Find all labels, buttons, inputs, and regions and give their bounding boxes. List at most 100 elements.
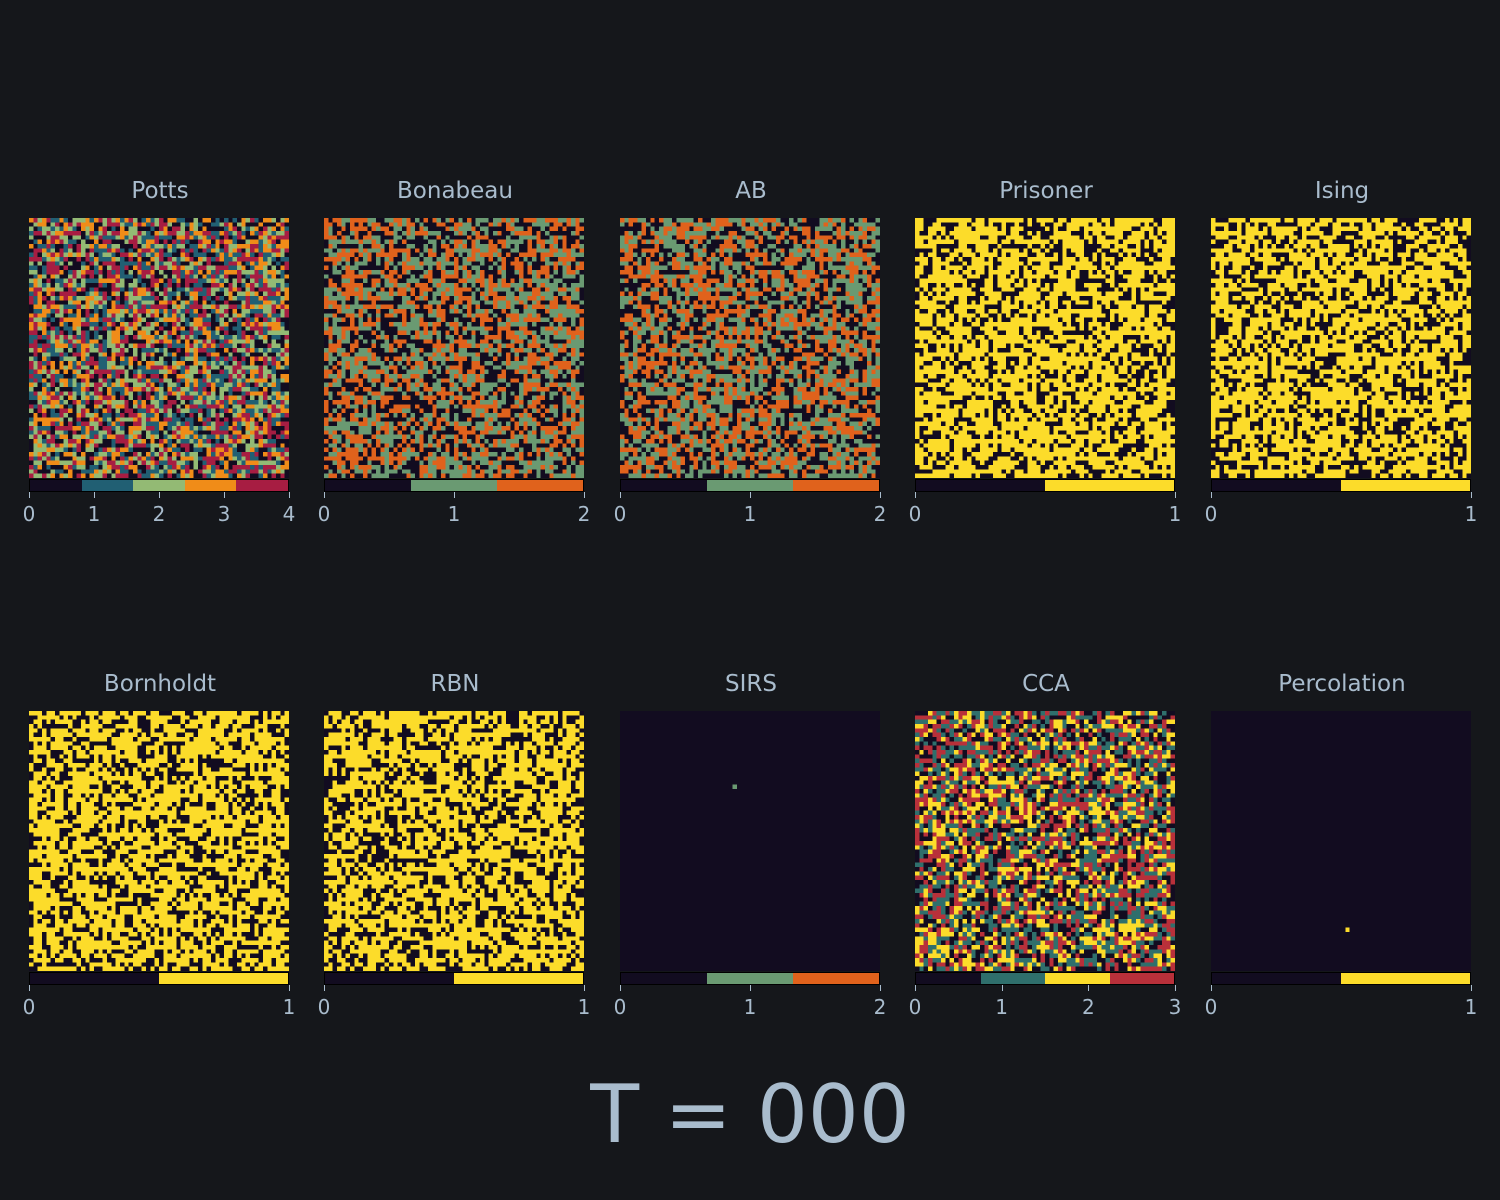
tick-mark [29, 492, 30, 498]
panel-title: Bornholdt [103, 671, 217, 697]
colorbar-segment-2 [793, 973, 879, 984]
tick-mark [620, 492, 621, 498]
state-grid [915, 218, 1175, 478]
colorbar-segment-1 [1341, 973, 1470, 984]
tick-label: 0 [1204, 995, 1218, 1019]
colorbar-segment-1 [411, 480, 497, 491]
colorbar-segment-2 [497, 480, 583, 491]
colorbar [1211, 972, 1471, 985]
colorbar-segment-0 [325, 480, 411, 491]
colorbar-segment-0 [1212, 480, 1341, 491]
tick-mark [1175, 492, 1176, 498]
tick-label: 1 [995, 995, 1009, 1019]
colorbar-ticks: 0 1 2 3 4 [23, 492, 295, 526]
colorbar-segment-2 [1045, 973, 1110, 984]
tick-mark [1088, 985, 1090, 991]
tick-mark [1001, 985, 1003, 991]
tick-mark [1471, 985, 1472, 991]
tick-mark [29, 985, 30, 991]
colorbar [324, 479, 584, 492]
tick-label: 1 [743, 995, 757, 1019]
tick-label: 2 [1081, 995, 1095, 1019]
tick-label: 0 [317, 502, 331, 526]
tick-label: 1 [282, 995, 296, 1019]
colorbar-segment-3 [184, 480, 237, 491]
colorbar [1211, 479, 1471, 492]
panel-title: AB [735, 178, 767, 204]
tick-mark [1211, 492, 1212, 498]
tick-mark [454, 492, 455, 498]
panel-title: CCA [1022, 671, 1070, 697]
tick-mark [880, 492, 881, 498]
state-grid [620, 218, 880, 478]
colorbar-segment-2 [133, 480, 185, 491]
colorbar-segment-1 [980, 973, 1045, 984]
colorbar-segment-0 [325, 973, 454, 984]
state-grid [29, 218, 289, 478]
panel-title: Percolation [1278, 671, 1406, 697]
tick-mark [880, 985, 881, 991]
colorbar [915, 479, 1175, 492]
colorbar-segment-0 [621, 973, 707, 984]
colorbar-segment-1 [1341, 480, 1470, 491]
panel-title: Ising [1314, 178, 1370, 204]
tick-mark [620, 985, 621, 991]
tick-label: 0 [908, 995, 922, 1019]
tick-label: 3 [1168, 995, 1182, 1019]
tick-mark [1211, 985, 1212, 991]
tick-mark [915, 492, 916, 498]
colorbar-segment-1 [454, 973, 583, 984]
colorbar-segment-1 [707, 480, 793, 491]
colorbar-segment-4 [236, 480, 288, 491]
colorbar [29, 479, 289, 492]
colorbar-segment-0 [916, 480, 1045, 491]
tick-mark [324, 985, 325, 991]
state-grid [915, 711, 1175, 971]
colorbar-ticks: 0 1 2 [614, 492, 886, 526]
tick-mark [289, 492, 290, 498]
tick-label: 2 [873, 995, 887, 1019]
tick-mark [1175, 985, 1176, 991]
tick-label: 0 [317, 995, 331, 1019]
tick-label: 1 [1168, 502, 1182, 526]
colorbar-segment-1 [1045, 480, 1174, 491]
colorbar-segment-1 [81, 480, 134, 491]
state-grid [1211, 218, 1471, 478]
tick-mark [915, 985, 916, 991]
colorbar-segment-0 [916, 973, 981, 984]
time-label: T = 000 [590, 1068, 910, 1161]
colorbar-ticks: 0 1 2 [614, 985, 886, 1019]
tick-label: 0 [1204, 502, 1218, 526]
state-grid [620, 711, 880, 971]
state-grid [324, 218, 584, 478]
colorbar-segment-0 [621, 480, 707, 491]
tick-mark [584, 492, 585, 498]
colorbar-segment-3 [1109, 973, 1174, 984]
colorbar [29, 972, 289, 985]
panel-title: Potts [131, 178, 189, 204]
colorbar-segment-2 [793, 480, 879, 491]
tick-mark [224, 492, 225, 498]
tick-mark [584, 985, 585, 991]
tick-mark [94, 492, 95, 498]
tick-label: 3 [217, 502, 231, 526]
tick-label: 1 [743, 502, 757, 526]
tick-label: 1 [1464, 502, 1478, 526]
state-grid [324, 711, 584, 971]
panel-title: RBN [430, 671, 480, 697]
colorbar [915, 972, 1175, 985]
state-grid [29, 711, 289, 971]
tick-mark [750, 492, 751, 498]
tick-mark [1471, 492, 1472, 498]
colorbar-segment-0 [30, 973, 159, 984]
tick-label: 2 [873, 502, 887, 526]
colorbar-ticks: 0 1 2 3 [909, 985, 1181, 1019]
tick-mark [324, 492, 325, 498]
colorbar [620, 972, 880, 985]
tick-mark [289, 985, 290, 991]
